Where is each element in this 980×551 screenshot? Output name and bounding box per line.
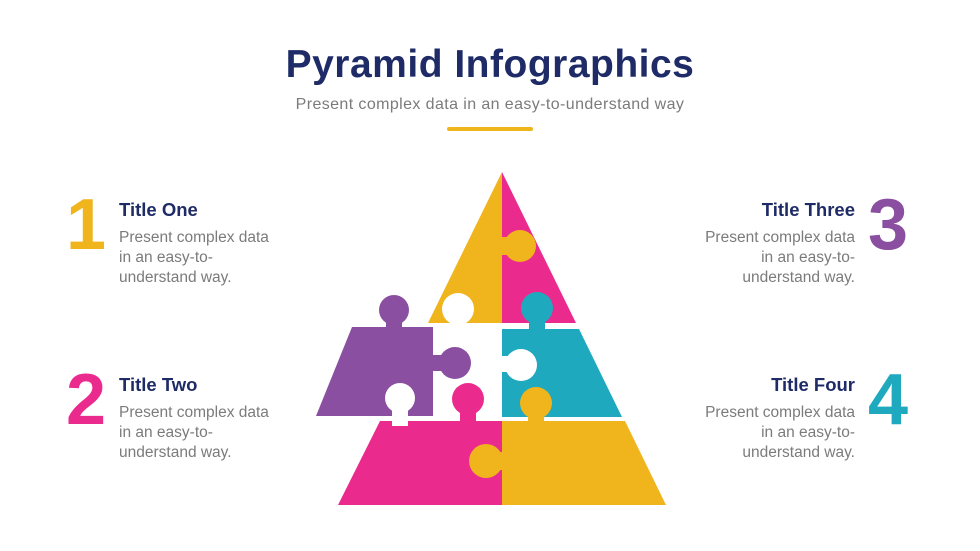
item-number: 2 [66, 360, 107, 440]
item-text: Title Two Present complex data in an eas… [119, 372, 281, 462]
info-item-1: 1 Title One Present complex data in an e… [66, 185, 281, 287]
item-text: Title One Present complex data in an eas… [119, 197, 281, 287]
puzzle-piece-middle-left-purple [316, 327, 433, 416]
socket-white-purple-pink [385, 383, 415, 426]
item-number: 3 [868, 185, 909, 265]
puzzle-piece-bottom-right-yellow [502, 421, 666, 505]
knob-yellow-into-pink [494, 230, 536, 262]
header: Pyramid Infographics Present complex dat… [0, 43, 980, 131]
title-divider [447, 126, 533, 131]
puzzle-piece-bottom-left-pink [338, 421, 502, 505]
item-text: Title Three Present complex data in an e… [693, 197, 855, 287]
info-item-2: 2 Title Two Present complex data in an e… [66, 360, 281, 462]
item-body: Present complex data in an easy-to-under… [705, 229, 855, 286]
puzzle-piece-top-left-yellow [428, 172, 502, 323]
knob-yellow-into-pink-bottom [469, 444, 503, 478]
item-number: 1 [66, 185, 107, 265]
item-text: Title Four Present complex data in an ea… [693, 372, 855, 462]
info-item-3: 3 Title Three Present complex data in an… [693, 185, 909, 287]
knob-white-into-teal [498, 349, 537, 381]
knob-pink-into-white [452, 383, 484, 423]
knob-yellow-into-teal [520, 387, 552, 423]
puzzle-piece-top-right-pink [502, 172, 576, 323]
item-title: Title Three [761, 199, 855, 220]
page-title: Pyramid Infographics [285, 43, 695, 86]
item-title: Title Four [771, 374, 855, 395]
page-subtitle: Present complex data in an easy-to-under… [295, 95, 685, 113]
knob-white-into-yellow [442, 293, 474, 328]
item-body: Present complex data in an easy-to-under… [705, 404, 855, 461]
item-body: Present complex data in an easy-to-under… [119, 404, 269, 461]
knob-teal-into-pink [521, 292, 553, 332]
item-title: Title Two [119, 374, 198, 395]
knob-purple-top [379, 295, 409, 330]
item-title: Title One [119, 199, 198, 220]
item-body: Present complex data in an easy-to-under… [119, 229, 269, 286]
item-number: 4 [868, 360, 909, 440]
knob-purple-into-white [428, 347, 471, 379]
info-item-4: 4 Title Four Present complex data in an … [693, 360, 909, 462]
